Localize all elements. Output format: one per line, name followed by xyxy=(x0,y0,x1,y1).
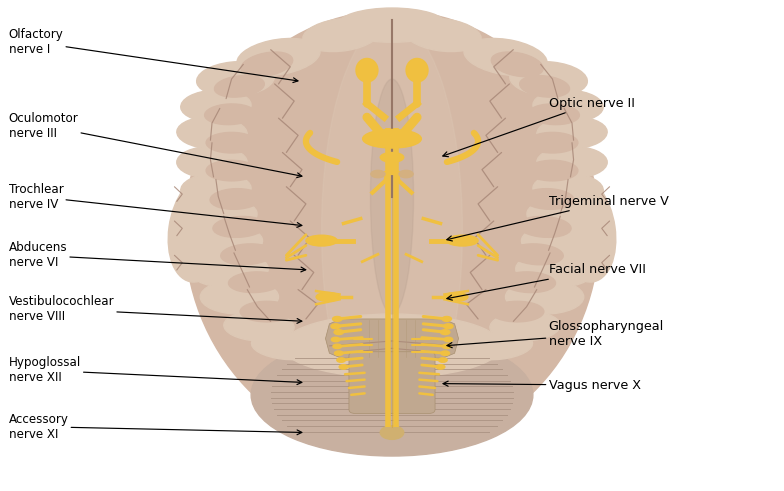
Ellipse shape xyxy=(337,358,346,362)
Ellipse shape xyxy=(200,280,278,314)
Text: Abducens
nerve VI: Abducens nerve VI xyxy=(9,241,306,272)
Ellipse shape xyxy=(444,324,453,329)
Ellipse shape xyxy=(516,253,593,287)
Ellipse shape xyxy=(537,146,608,178)
Text: Hypoglossal
nerve XII: Hypoglossal nerve XII xyxy=(9,356,302,384)
Ellipse shape xyxy=(552,175,615,282)
Ellipse shape xyxy=(221,244,274,265)
Text: Facial nerve VII: Facial nerve VII xyxy=(447,264,645,300)
Text: Trigeminal nerve V: Trigeminal nerve V xyxy=(447,195,669,241)
Ellipse shape xyxy=(537,117,607,149)
Ellipse shape xyxy=(442,344,451,349)
Ellipse shape xyxy=(177,117,247,149)
Text: Optic nerve II: Optic nerve II xyxy=(443,97,634,157)
Ellipse shape xyxy=(316,293,339,301)
Ellipse shape xyxy=(527,160,578,181)
Ellipse shape xyxy=(518,217,571,237)
Ellipse shape xyxy=(228,272,281,293)
Polygon shape xyxy=(325,319,459,358)
Ellipse shape xyxy=(205,104,256,125)
Ellipse shape xyxy=(442,317,452,322)
Ellipse shape xyxy=(241,52,292,77)
Ellipse shape xyxy=(334,330,343,334)
Ellipse shape xyxy=(510,244,563,265)
Ellipse shape xyxy=(240,301,293,322)
Ellipse shape xyxy=(223,311,294,341)
Ellipse shape xyxy=(490,311,561,341)
Ellipse shape xyxy=(527,199,604,234)
Ellipse shape xyxy=(176,146,247,178)
Ellipse shape xyxy=(520,76,569,97)
Text: Glossopharyngeal
nerve IX: Glossopharyngeal nerve IX xyxy=(447,320,664,348)
Ellipse shape xyxy=(441,330,450,334)
Ellipse shape xyxy=(399,170,413,178)
Ellipse shape xyxy=(441,351,449,355)
Ellipse shape xyxy=(215,76,264,97)
FancyBboxPatch shape xyxy=(349,352,435,413)
Ellipse shape xyxy=(445,293,468,301)
Ellipse shape xyxy=(337,8,447,42)
Text: Vestibulocochlear
nerve VIII: Vestibulocochlear nerve VIII xyxy=(9,295,302,324)
Ellipse shape xyxy=(447,235,478,246)
Ellipse shape xyxy=(206,160,257,181)
Ellipse shape xyxy=(533,90,603,122)
Text: Olfactory
nerve I: Olfactory nerve I xyxy=(9,28,298,82)
Text: Trochlear
nerve IV: Trochlear nerve IV xyxy=(9,183,302,227)
Ellipse shape xyxy=(464,38,547,76)
Ellipse shape xyxy=(180,199,257,234)
Ellipse shape xyxy=(380,153,404,162)
Ellipse shape xyxy=(527,133,578,153)
Ellipse shape xyxy=(184,10,600,451)
Text: Vagus nerve X: Vagus nerve X xyxy=(443,379,641,391)
Ellipse shape xyxy=(251,333,533,456)
Ellipse shape xyxy=(206,133,257,153)
Ellipse shape xyxy=(181,173,251,205)
Ellipse shape xyxy=(491,301,544,322)
Ellipse shape xyxy=(523,189,574,209)
Ellipse shape xyxy=(321,20,463,441)
Ellipse shape xyxy=(463,332,532,360)
Ellipse shape xyxy=(185,226,263,260)
Ellipse shape xyxy=(282,314,502,378)
Ellipse shape xyxy=(438,358,447,362)
Ellipse shape xyxy=(436,365,445,369)
Ellipse shape xyxy=(335,351,343,355)
Ellipse shape xyxy=(371,79,413,314)
Ellipse shape xyxy=(331,324,340,329)
Ellipse shape xyxy=(333,344,342,349)
Ellipse shape xyxy=(169,175,232,282)
Ellipse shape xyxy=(332,337,340,342)
Ellipse shape xyxy=(405,18,481,52)
Ellipse shape xyxy=(356,58,378,82)
Ellipse shape xyxy=(380,426,404,439)
Ellipse shape xyxy=(503,272,556,293)
Ellipse shape xyxy=(197,62,274,96)
Ellipse shape xyxy=(521,226,599,260)
Ellipse shape xyxy=(210,189,261,209)
Ellipse shape xyxy=(406,58,428,82)
Ellipse shape xyxy=(252,332,321,360)
Text: Oculomotor
nerve III: Oculomotor nerve III xyxy=(9,111,302,178)
Ellipse shape xyxy=(533,173,603,205)
Ellipse shape xyxy=(528,104,579,125)
Ellipse shape xyxy=(332,317,342,322)
Ellipse shape xyxy=(363,130,421,148)
Ellipse shape xyxy=(444,337,452,342)
Ellipse shape xyxy=(303,18,379,52)
Text: Accessory
nerve XI: Accessory nerve XI xyxy=(9,412,302,440)
Ellipse shape xyxy=(191,253,268,287)
Ellipse shape xyxy=(371,170,385,178)
Ellipse shape xyxy=(181,90,251,122)
Ellipse shape xyxy=(339,365,348,369)
Ellipse shape xyxy=(506,280,584,314)
Ellipse shape xyxy=(510,62,587,96)
Ellipse shape xyxy=(492,52,543,77)
Ellipse shape xyxy=(306,235,337,246)
Ellipse shape xyxy=(213,217,266,237)
Ellipse shape xyxy=(237,38,320,76)
